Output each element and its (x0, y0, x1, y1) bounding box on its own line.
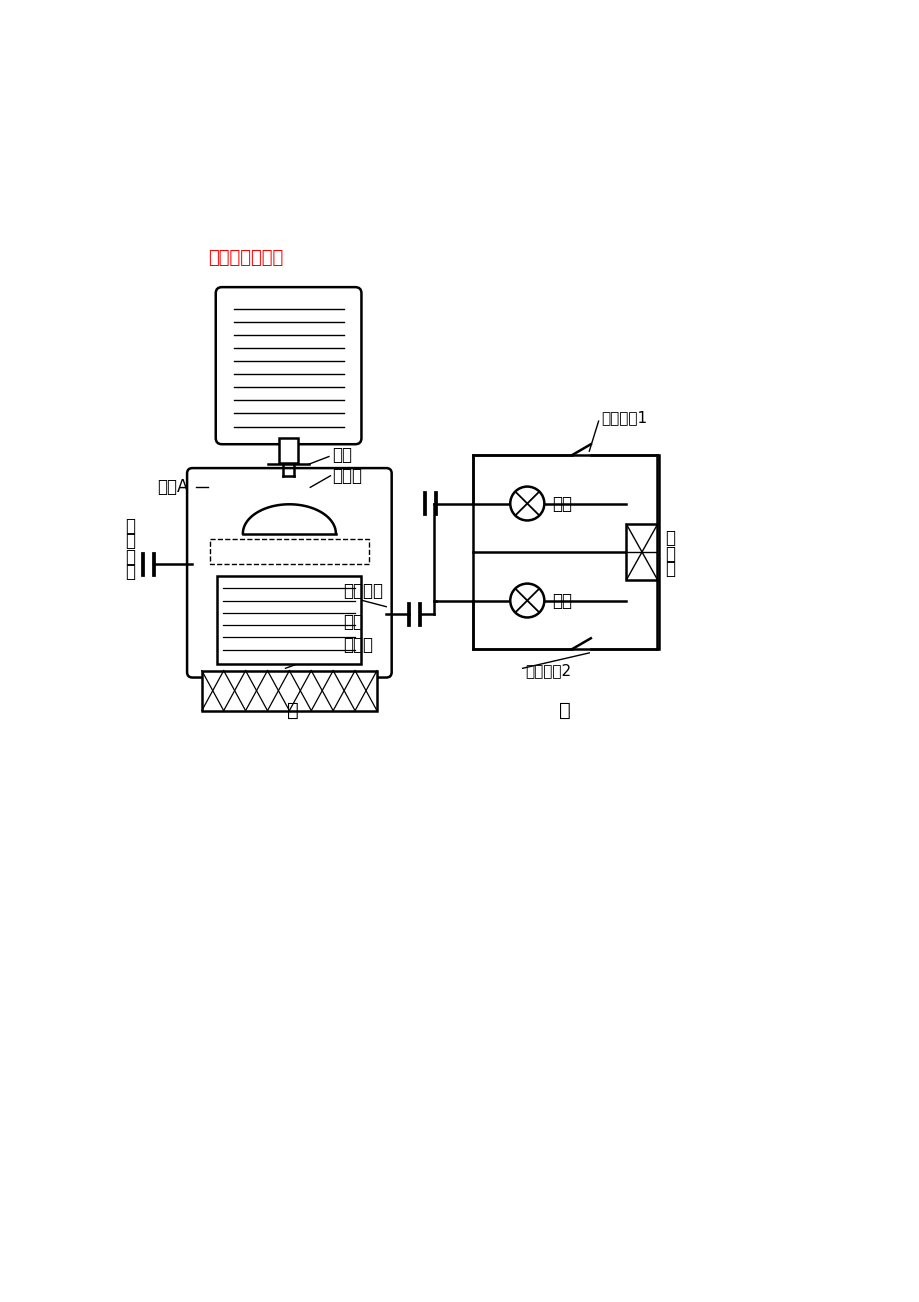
Bar (472, 454, 658, 648)
Text: 加热管: 加热管 (344, 637, 373, 654)
FancyBboxPatch shape (216, 288, 361, 444)
Text: 热胆: 热胆 (344, 613, 363, 631)
Text: 绿灯: 绿灯 (551, 495, 572, 513)
Bar (217, 575, 361, 664)
Text: 关: 关 (125, 562, 135, 581)
Polygon shape (279, 437, 298, 462)
Text: 开: 开 (125, 548, 135, 565)
Bar (210, 539, 369, 564)
Bar (626, 525, 657, 579)
Text: 冷: 冷 (125, 517, 135, 535)
Text: 温控开关2: 温控开关2 (525, 663, 572, 678)
Text: 控水槽: 控水槽 (332, 467, 361, 484)
Text: 甲: 甲 (287, 702, 299, 720)
Circle shape (510, 583, 544, 617)
Bar (201, 671, 377, 711)
Text: 热: 热 (664, 544, 675, 562)
Text: 浮体A: 浮体A (157, 478, 188, 496)
FancyBboxPatch shape (187, 469, 391, 677)
Text: 阀门: 阀门 (332, 447, 352, 464)
Text: 温控开关1: 温控开关1 (601, 410, 647, 426)
Text: 红灯: 红灯 (551, 591, 572, 609)
Text: 加: 加 (664, 529, 675, 547)
Text: 开水开关: 开水开关 (344, 582, 383, 600)
Circle shape (510, 487, 544, 521)
Text: 管: 管 (664, 560, 675, 578)
Text: 乙: 乙 (558, 702, 570, 720)
Text: 水: 水 (125, 533, 135, 551)
Text: 饮水机自动控制: 饮水机自动控制 (208, 249, 283, 267)
Polygon shape (243, 504, 335, 534)
